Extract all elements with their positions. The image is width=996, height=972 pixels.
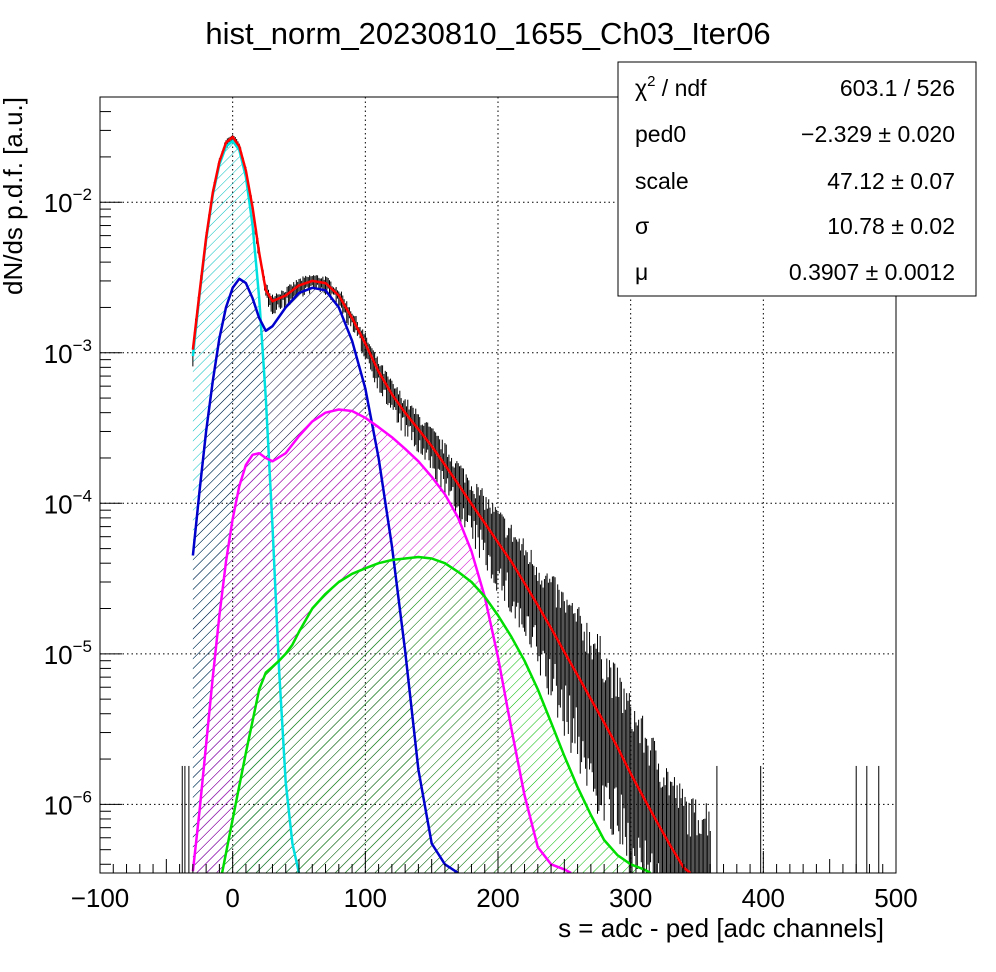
stat-label-scale: scale [635, 168, 689, 194]
data-histogram [181, 134, 880, 873]
x-axis-title: s = adc - ped [adc channels] [558, 913, 884, 943]
fit-curve-0 [191, 135, 692, 873]
fit-curve-2 [191, 277, 459, 873]
y-tick-label: 10−5 [44, 637, 92, 670]
x-tick-label: −100 [71, 883, 130, 913]
fit-curve-3 [191, 408, 572, 873]
x-tick-label: 100 [344, 883, 387, 913]
y-tick-labels: 10−6 10−5 10−4 10−3 10−2 [44, 185, 92, 820]
y-tick-label: 10−6 [44, 787, 92, 820]
y-tick-label: 10−3 [44, 336, 92, 369]
component-fills [192, 141, 651, 873]
x-tick-label: 500 [874, 883, 917, 913]
stat-value-chi2: 603.1 / 526 [840, 75, 955, 101]
y-tick-label: 10−2 [44, 185, 92, 218]
y-axis-title: dN/ds p.d.f. [a.u.] [0, 97, 28, 295]
stat-value-ped0: −2.329 ± 0.020 [801, 121, 955, 147]
stat-label-mu: μ [635, 259, 648, 285]
x-tick-labels: −100 0 100 200 300 400 500 [71, 883, 918, 913]
stat-label-chi2: χ2 / ndf [635, 73, 707, 101]
x-tick-label: 300 [609, 883, 652, 913]
component-fill-4 [222, 557, 651, 873]
fit-stats-box: χ2 / ndf 603.1 / 526 ped0 −2.329 ± 0.020… [617, 61, 977, 297]
fit-curve-4 [220, 555, 652, 873]
x-tick-label: 0 [225, 883, 239, 913]
chart-title: hist_norm_20230810_1655_Ch03_Iter06 [205, 16, 770, 51]
x-tick-label: 200 [476, 883, 519, 913]
stat-value-sigma: 10.78 ± 0.02 [827, 213, 955, 239]
stat-label-sigma: σ [635, 213, 649, 239]
axis-ticks [99, 96, 897, 873]
stat-value-mu: 0.3907 ± 0.0012 [789, 259, 955, 285]
fit-curves [191, 135, 692, 873]
stat-value-scale: 47.12 ± 0.07 [827, 168, 955, 194]
x-tick-label: 400 [742, 883, 785, 913]
y-tick-label: 10−4 [44, 486, 92, 519]
stat-label-ped0: ped0 [635, 121, 686, 147]
